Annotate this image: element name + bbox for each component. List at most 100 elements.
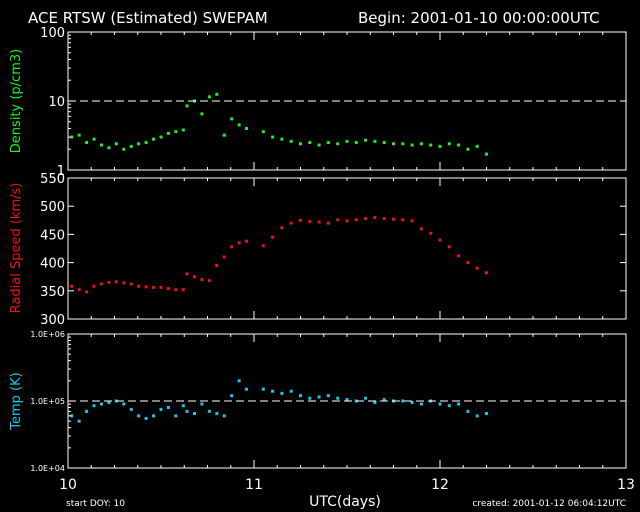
x-axis-ticks: 10 11 12 13: [59, 477, 635, 493]
temp-panel: 1.0E+04 1.0E+05 1.0E+06 Temp (K): [9, 330, 627, 473]
begin-time: Begin: 2001-01-10 00:00:00UTC: [358, 9, 600, 27]
x-tick-label: 11: [245, 477, 263, 493]
temp-point: [122, 402, 126, 406]
speed-point: [107, 280, 111, 284]
speed-point: [345, 219, 349, 223]
speed-point: [192, 275, 196, 279]
temp-point: [144, 416, 148, 420]
density-point: [122, 147, 126, 151]
speed-y-tick-label: 550: [40, 172, 65, 187]
density-point: [215, 92, 219, 96]
speed-point: [447, 245, 451, 249]
temp-y-ticks: 1.0E+04 1.0E+05 1.0E+06: [30, 330, 627, 473]
density-point: [137, 142, 141, 146]
speed-point: [129, 282, 133, 286]
temp-point: [207, 409, 211, 413]
density-point: [261, 130, 265, 134]
speed-y-ticks: 300 350 400 450 500 550: [40, 172, 627, 328]
speed-point: [77, 288, 81, 292]
density-point: [299, 142, 302, 146]
temp-point: [99, 402, 103, 406]
temp-y-label: Temp (K): [9, 372, 24, 430]
density-point: [174, 130, 178, 134]
speed-point: [245, 239, 249, 243]
speed-y-tick-label: 300: [40, 313, 65, 328]
temp-point: [192, 412, 196, 416]
speed-point: [174, 288, 178, 292]
speed-point: [230, 245, 234, 249]
temp-point: [261, 387, 265, 391]
density-point: [107, 146, 111, 150]
temp-y-tick-label: 1.0E+05: [30, 397, 65, 406]
speed-point: [92, 284, 96, 288]
density-point: [129, 144, 133, 148]
density-point: [419, 142, 423, 146]
temp-point: [237, 379, 241, 383]
speed-point: [308, 219, 312, 223]
speed-y-tick-label: 450: [40, 228, 65, 243]
density-point: [447, 142, 451, 146]
speed-point: [457, 254, 461, 258]
temp-point: [129, 407, 133, 411]
speed-point: [261, 244, 265, 248]
density-point: [382, 141, 386, 145]
density-y-label: Density (p/cm3): [9, 49, 24, 153]
density-point: [271, 135, 275, 139]
temp-point: [326, 394, 330, 398]
temp-point: [70, 414, 74, 418]
temp-point: [308, 396, 312, 400]
speed-point: [299, 218, 302, 222]
density-point: [222, 133, 226, 137]
density-point: [373, 139, 377, 143]
speed-point: [85, 290, 89, 294]
temp-point: [77, 419, 81, 423]
speed-y-tick-label: 400: [40, 257, 65, 272]
speed-point: [382, 217, 386, 221]
density-panel: 1 10 100 Density (p/cm3): [9, 26, 627, 179]
density-point: [438, 144, 442, 148]
speed-point: [70, 284, 74, 288]
density-point: [336, 142, 340, 146]
density-point: [364, 138, 368, 142]
speed-point: [99, 282, 103, 286]
density-point: [200, 112, 204, 116]
speed-point: [222, 255, 226, 259]
speed-point: [364, 217, 368, 221]
temp-point: [438, 402, 442, 406]
temp-point: [166, 405, 170, 409]
temp-point: [185, 409, 189, 413]
temp-point: [364, 396, 368, 400]
plot-title: ACE RTSW (Estimated) SWEPAM: [28, 9, 268, 27]
x-tick-label: 13: [617, 477, 635, 493]
speed-point: [215, 263, 219, 267]
density-point: [185, 104, 189, 108]
speed-point: [114, 280, 118, 284]
speed-point: [280, 226, 284, 230]
speed-point: [429, 231, 433, 235]
x-tick-label: 10: [59, 477, 77, 493]
temp-point: [107, 400, 111, 404]
temp-point: [222, 414, 226, 418]
density-point: [77, 133, 81, 137]
speed-series: [70, 215, 488, 294]
speed-point: [466, 261, 470, 265]
speed-point: [185, 272, 189, 276]
x-tick-label: 12: [431, 477, 449, 493]
density-point: [70, 135, 74, 139]
temp-point: [466, 409, 470, 413]
speed-point: [237, 241, 241, 245]
temp-y-tick-label: 1.0E+04: [30, 464, 65, 473]
temp-point: [419, 402, 423, 406]
speed-y-label: Radial Speed (km/s): [9, 183, 24, 314]
start-doy: start DOY: 10: [66, 499, 125, 509]
density-point: [475, 144, 479, 148]
x-axis-label: UTC(days): [309, 494, 381, 510]
temp-point: [336, 396, 340, 400]
temp-point: [215, 412, 219, 416]
speed-point: [438, 238, 442, 242]
speed-point: [401, 218, 405, 222]
temp-y-tick-label: 1.0E+06: [30, 330, 65, 339]
speed-panel: 300 350 400 450 500 550 Radial Speed (km/s): [9, 172, 627, 328]
density-point: [326, 141, 330, 145]
density-point: [354, 141, 358, 145]
